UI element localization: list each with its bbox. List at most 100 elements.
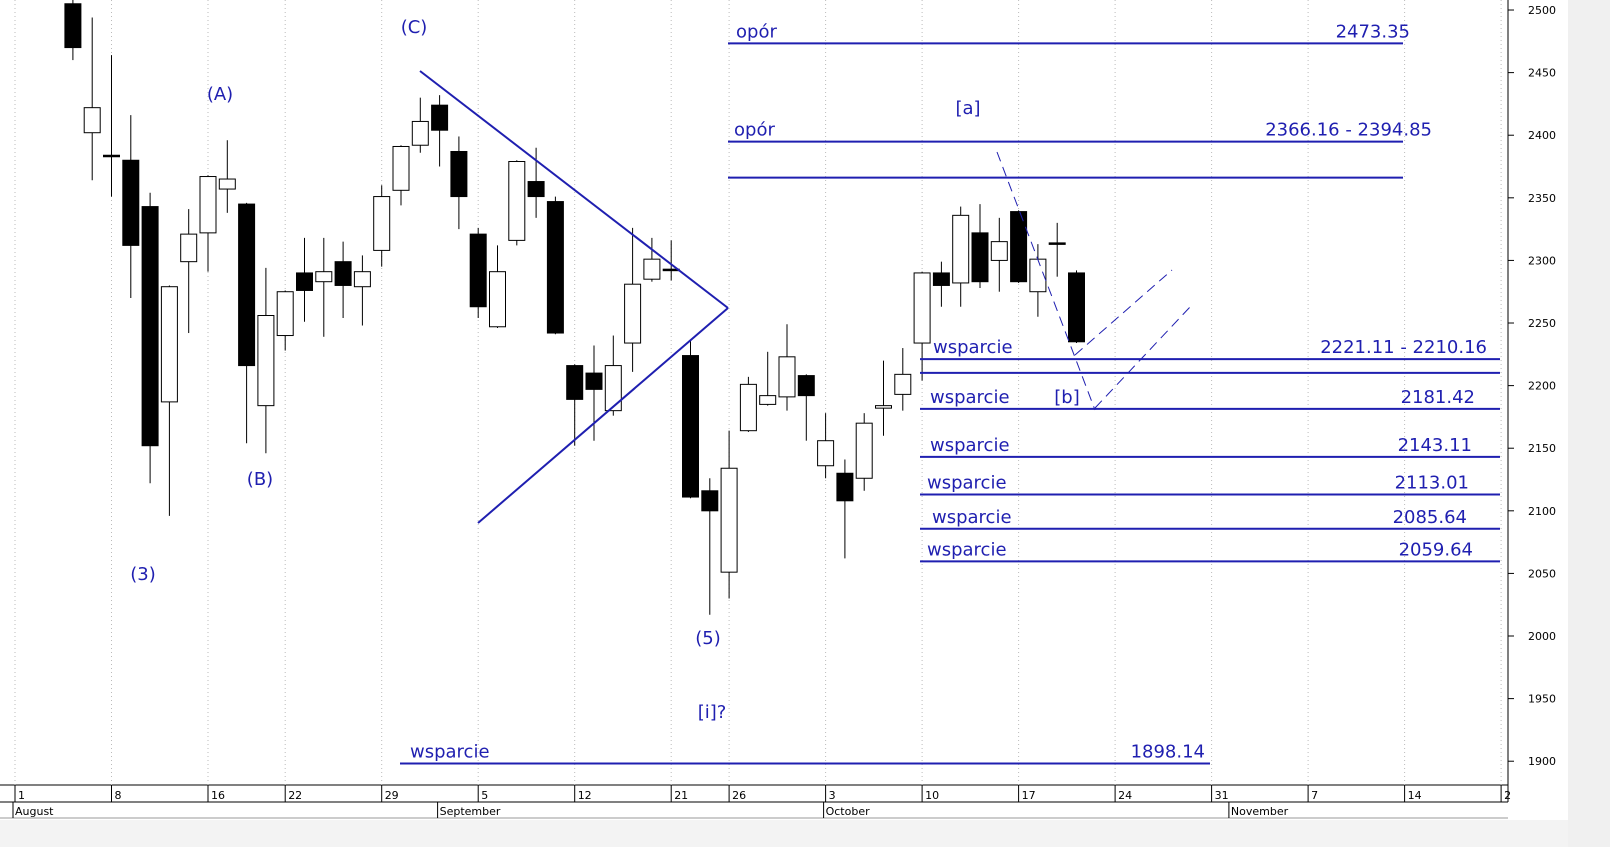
- level-value-label: 2085.64: [1393, 507, 1467, 528]
- level-label: wsparcie: [930, 387, 1010, 408]
- candle-body: [218, 178, 236, 190]
- candle-body: [450, 150, 468, 198]
- candle-body: [990, 241, 1008, 261]
- candle-body: [315, 271, 333, 283]
- candle-body: [913, 272, 931, 344]
- candle-body: [508, 161, 526, 241]
- candle-body: [469, 233, 487, 308]
- level-value-label: 2473.35: [1336, 21, 1410, 42]
- x-tick-label: 10: [925, 789, 939, 802]
- trend-line: [477, 307, 729, 524]
- candle-body: [971, 232, 989, 283]
- candle-body: [875, 405, 892, 409]
- x-tick-label: 26: [732, 789, 746, 802]
- plot-layer: 1900 1950 2000 2050 2100 2150 2200 2250 2300 2350…: [12, 0, 1556, 818]
- x-tick-label: 22: [288, 789, 302, 802]
- x-tick-label: 14: [1408, 789, 1422, 802]
- level-label: wsparcie: [932, 507, 1012, 528]
- candle-body: [353, 271, 371, 288]
- candle-body: [720, 467, 738, 573]
- candle-body: [276, 291, 294, 337]
- x-tick-label: 8: [115, 789, 122, 802]
- wave-label: [b]: [1054, 387, 1079, 408]
- y-tick-label: 2150: [1528, 442, 1556, 455]
- x-tick-label: 24: [1118, 789, 1132, 802]
- candle-body: [855, 422, 873, 479]
- y-tick-label: 2200: [1528, 380, 1556, 393]
- y-tick-label: 2450: [1528, 67, 1556, 80]
- x-tick-label: 17: [1022, 789, 1036, 802]
- y-tick-label: 2000: [1528, 630, 1556, 643]
- y-tick-label: 2300: [1528, 254, 1556, 267]
- candle-body: [257, 315, 275, 407]
- wave-label: (5): [695, 628, 721, 649]
- x-tick-label: 31: [1215, 789, 1229, 802]
- x-tick-label: 7: [1311, 789, 1318, 802]
- candle-body: [180, 233, 198, 263]
- dashed-channel: [1074, 269, 1173, 356]
- candle-body: [585, 372, 603, 390]
- candle-body: [643, 258, 661, 280]
- candle-body: [1010, 211, 1028, 283]
- y-tick-label: 1950: [1528, 693, 1556, 706]
- footer-panel: [0, 820, 1568, 847]
- y-tick-label: 2500: [1528, 4, 1556, 17]
- level-value-label: 2059.64: [1399, 539, 1473, 560]
- candle-body: [682, 355, 699, 498]
- wave-label: (B): [247, 469, 273, 490]
- x-tick-label: 2: [1504, 789, 1511, 802]
- level-label: opór: [736, 21, 777, 42]
- x-tick-label: 1: [18, 789, 25, 802]
- candle-body: [546, 201, 564, 334]
- level-value-label: 2221.11 - 2210.16: [1320, 337, 1487, 358]
- y-tick-label: 1900: [1528, 755, 1556, 768]
- y-tick-label: 2250: [1528, 317, 1556, 330]
- candle-body: [797, 375, 815, 397]
- candle-body: [894, 373, 912, 395]
- x-tick-label: 5: [481, 789, 488, 802]
- candle-body: [778, 356, 796, 398]
- candle-body: [739, 383, 757, 432]
- level-label: wsparcie: [927, 473, 1007, 494]
- candle-body: [759, 395, 777, 405]
- level-label: wsparcie: [930, 435, 1010, 456]
- month-label: October: [826, 805, 870, 818]
- month-label: September: [440, 805, 501, 818]
- candle-body: [431, 104, 449, 131]
- candle-body: [624, 283, 642, 344]
- level-label: wsparcie: [933, 337, 1013, 358]
- candles: [64, 0, 1085, 615]
- candle-body: [817, 440, 835, 467]
- trend-line: [419, 70, 729, 309]
- candle-body: [701, 490, 719, 512]
- candle-body: [83, 107, 101, 134]
- candle-body: [103, 154, 120, 158]
- x-tick-label: 12: [578, 789, 592, 802]
- candle-body: [1048, 242, 1066, 245]
- y-tick-label: 2350: [1528, 192, 1556, 205]
- candle-body: [527, 181, 545, 198]
- level-value-label: 2143.11: [1398, 435, 1472, 456]
- wave-label: (3): [130, 564, 156, 585]
- candle-body: [373, 196, 391, 251]
- candle-body: [141, 206, 159, 447]
- x-tick-label: 21: [674, 789, 688, 802]
- side-panel: [1568, 0, 1610, 847]
- candle-body: [932, 272, 950, 286]
- candle-body: [160, 286, 178, 403]
- level-value-label: 2181.42: [1401, 387, 1475, 408]
- candle-body: [489, 271, 506, 328]
- candle-body: [604, 365, 622, 412]
- dashed-channel: [1094, 306, 1191, 409]
- candle-body: [334, 261, 352, 286]
- candle-body: [411, 120, 429, 146]
- level-value-label: 1898.14: [1131, 742, 1205, 763]
- candle-body: [952, 214, 970, 284]
- x-tick-label: 16: [211, 789, 225, 802]
- level-label: opór: [734, 120, 775, 141]
- candle-body: [392, 145, 410, 191]
- x-tick-label: 3: [829, 789, 836, 802]
- level-value-label: 2366.16 - 2394.85: [1265, 120, 1432, 141]
- x-tick-label: 29: [385, 789, 399, 802]
